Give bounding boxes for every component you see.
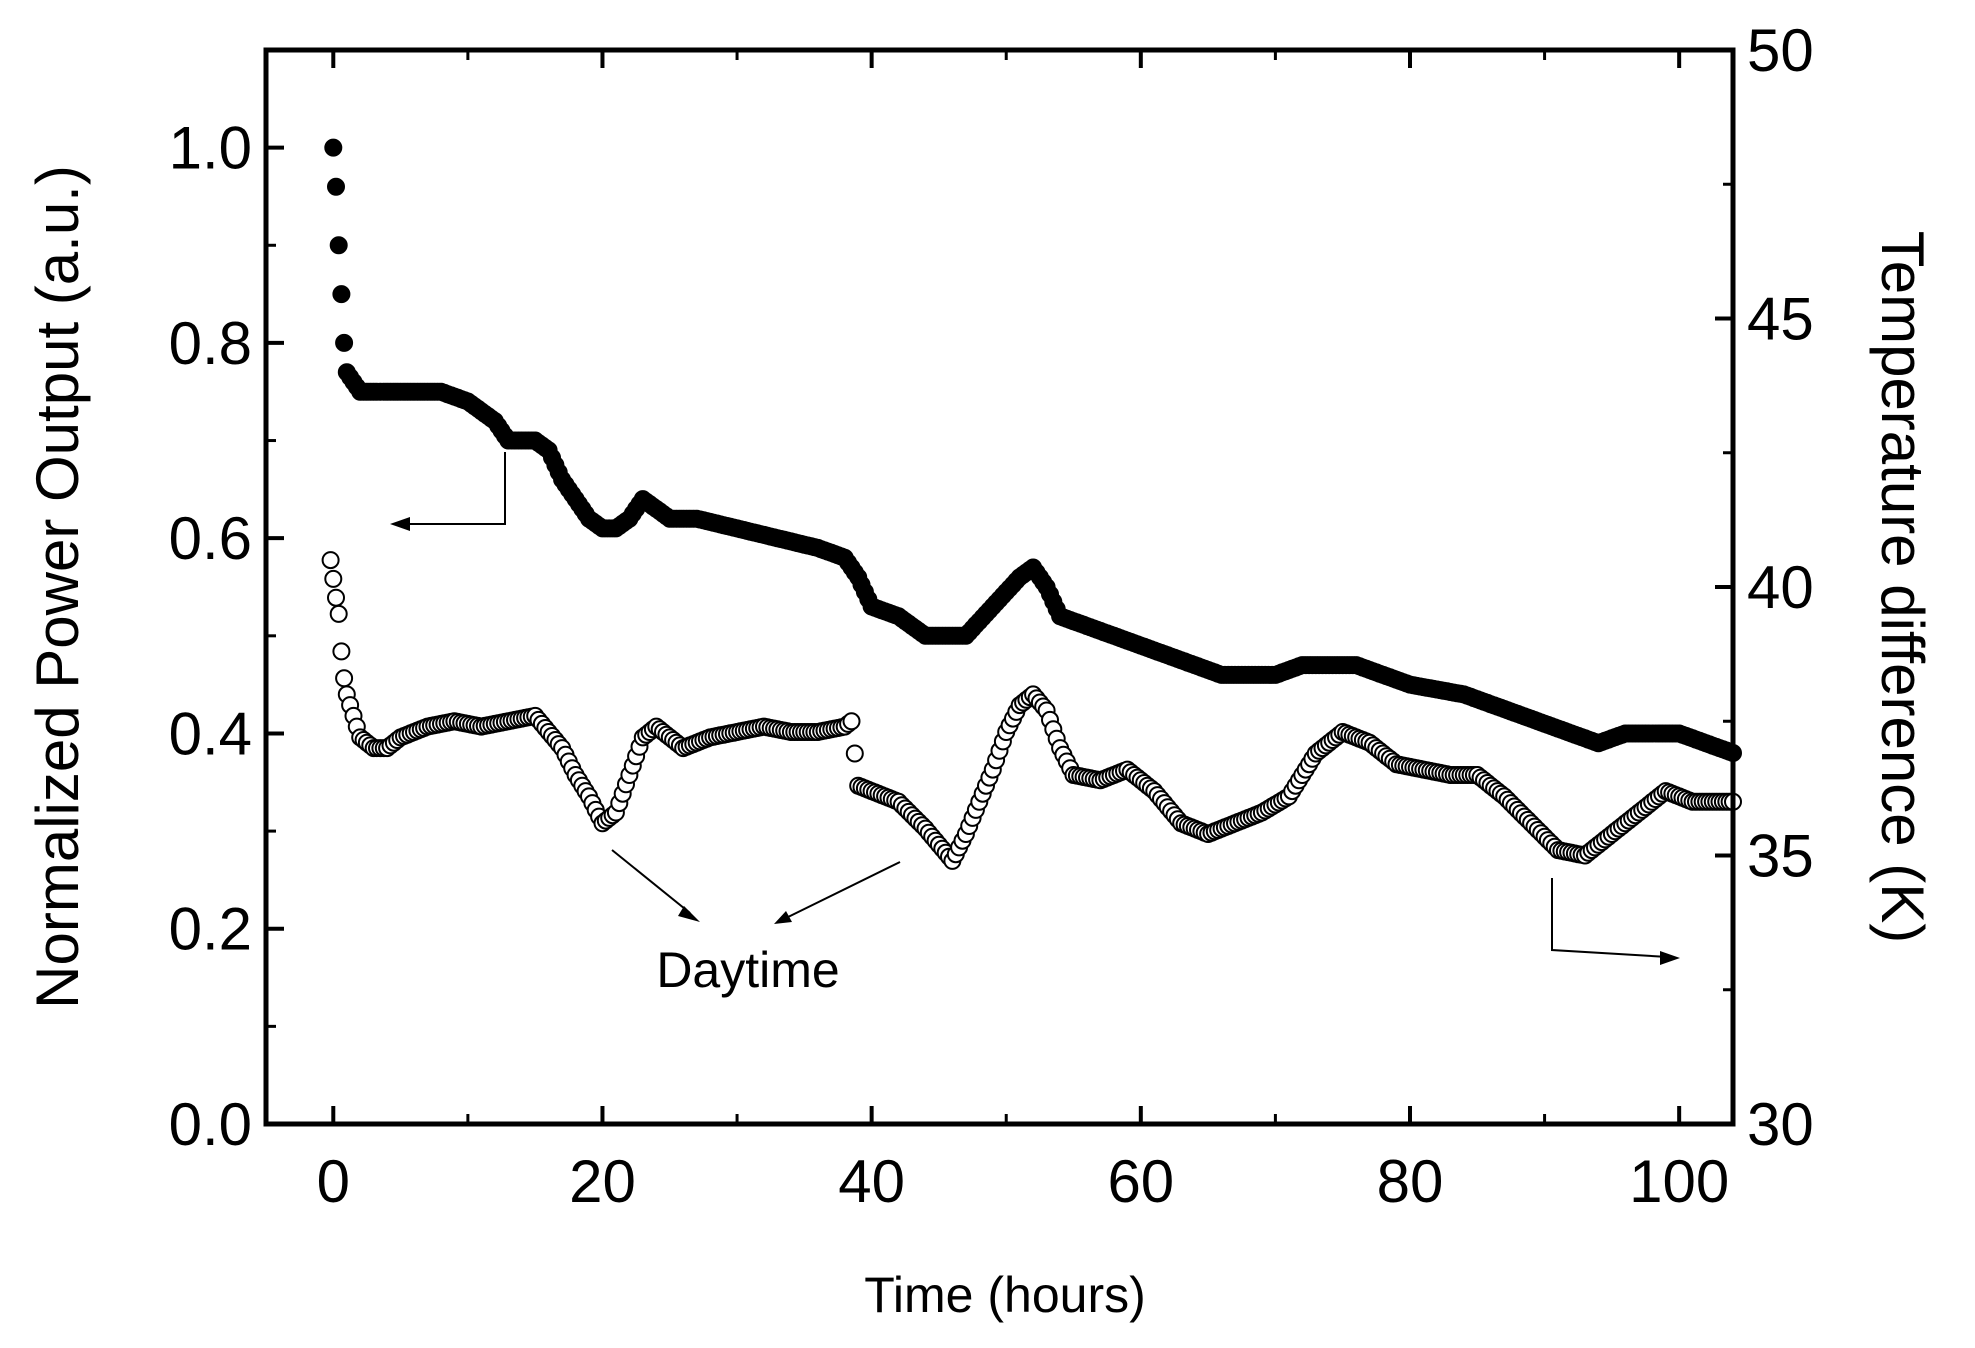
y-right-tick-label: 30 bbox=[1747, 1091, 1814, 1158]
daytime-arrowhead-1 bbox=[678, 906, 700, 922]
y-right-tick-label: 45 bbox=[1747, 286, 1814, 353]
axis-ticks bbox=[266, 48, 1733, 1126]
daytime-arrowhead-2 bbox=[774, 911, 792, 924]
left-arrowhead bbox=[390, 517, 410, 531]
y-left-tick-label: 0.0 bbox=[169, 1091, 252, 1158]
y-left-tick-label: 0.8 bbox=[169, 310, 252, 377]
x-axis-title: Time (hours) bbox=[864, 1267, 1146, 1323]
daytime-arrow-2-line bbox=[783, 861, 901, 920]
power-point bbox=[332, 285, 351, 304]
x-tick-label: 100 bbox=[1629, 1148, 1729, 1215]
x-tick-label: 0 bbox=[317, 1148, 350, 1215]
temperature-point bbox=[324, 569, 343, 588]
y-left-tick-label: 1.0 bbox=[169, 115, 252, 182]
tick-labels: 0 20 40 60 80 100 0.0 0.2 0.4 0.6 0.8 1.0 30 35 40 45 50 bbox=[169, 17, 1814, 1215]
temperature-point bbox=[329, 604, 348, 623]
y-right-tick-label: 40 bbox=[1747, 554, 1814, 621]
power-point bbox=[329, 236, 348, 255]
x-tick-label: 20 bbox=[569, 1148, 636, 1215]
annotation-left-arrow bbox=[390, 452, 506, 531]
power-point bbox=[335, 333, 354, 352]
right-arrowhead bbox=[1660, 951, 1680, 965]
right-axis-title: Temperature difference (K) bbox=[1869, 231, 1936, 944]
y-left-tick-label: 0.6 bbox=[169, 505, 252, 572]
daytime-label: Daytime bbox=[656, 942, 839, 998]
annotation-daytime-arrows bbox=[611, 849, 901, 924]
temperature-series bbox=[321, 551, 1742, 870]
temperature-point bbox=[321, 551, 340, 570]
left-axis-title: Normalized Power Output (a.u.) bbox=[24, 165, 91, 1009]
daytime-arrow-1-line bbox=[611, 849, 691, 914]
y-left-tick-label: 0.2 bbox=[169, 896, 252, 963]
right-arrow-line bbox=[1551, 878, 1669, 958]
y-right-tick-label: 50 bbox=[1747, 17, 1814, 84]
left-arrow-line bbox=[400, 452, 506, 525]
temperature-point bbox=[332, 642, 351, 661]
x-tick-label: 80 bbox=[1377, 1148, 1444, 1215]
power-series bbox=[324, 138, 1742, 762]
power-point bbox=[324, 138, 343, 157]
annotation-right-arrow bbox=[1551, 878, 1680, 965]
temperature-point bbox=[842, 712, 861, 731]
x-tick-label: 60 bbox=[1107, 1148, 1174, 1215]
y-right-tick-label: 35 bbox=[1747, 823, 1814, 890]
temperature-point bbox=[327, 588, 345, 607]
temperature-point bbox=[845, 744, 864, 763]
temperature-point bbox=[335, 669, 354, 688]
power-point bbox=[327, 177, 345, 196]
x-tick-label: 40 bbox=[838, 1148, 905, 1215]
y-left-tick-label: 0.4 bbox=[169, 700, 252, 767]
